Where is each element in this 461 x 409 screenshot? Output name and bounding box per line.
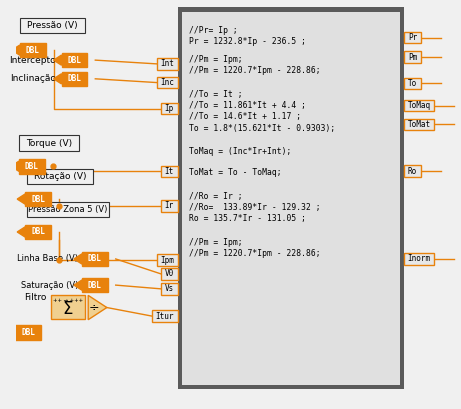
FancyBboxPatch shape (51, 295, 85, 319)
Text: To = 1.8*(15.621*It - 0.9303);: To = 1.8*(15.621*It - 0.9303); (189, 124, 335, 133)
Text: DBL: DBL (88, 254, 102, 263)
FancyBboxPatch shape (161, 166, 178, 177)
Text: Int: Int (160, 59, 174, 68)
Text: DBL: DBL (67, 74, 82, 83)
Text: Linha Base (V): Linha Base (V) (17, 254, 78, 263)
Text: V0: V0 (165, 270, 174, 279)
Text: Ir: Ir (165, 201, 174, 210)
Text: ÷: ÷ (89, 301, 100, 314)
Text: //To = 11.861*It + 4.4 ;: //To = 11.861*It + 4.4 ; (189, 101, 306, 110)
FancyBboxPatch shape (404, 52, 421, 63)
FancyBboxPatch shape (152, 310, 178, 322)
FancyBboxPatch shape (15, 326, 41, 340)
FancyBboxPatch shape (62, 53, 87, 67)
Text: //Pm = 1220.7*Ipm - 228.86;: //Pm = 1220.7*Ipm - 228.86; (189, 66, 320, 75)
FancyBboxPatch shape (157, 254, 178, 266)
Polygon shape (74, 280, 82, 290)
FancyBboxPatch shape (161, 268, 178, 280)
Text: DBL: DBL (67, 56, 82, 65)
Text: ToMaq: ToMaq (408, 101, 431, 110)
Text: //Pm = Ipm;: //Pm = Ipm; (189, 55, 242, 64)
FancyBboxPatch shape (27, 169, 93, 184)
Polygon shape (17, 194, 25, 204)
FancyBboxPatch shape (82, 278, 108, 292)
Polygon shape (74, 254, 82, 264)
Text: DBL: DBL (31, 227, 45, 236)
FancyBboxPatch shape (20, 43, 46, 57)
Text: ToMat: ToMat (408, 120, 431, 129)
Text: //Ro = Ir ;: //Ro = Ir ; (189, 192, 242, 201)
Text: Ro: Ro (408, 166, 417, 175)
FancyBboxPatch shape (27, 202, 109, 217)
Text: Ipm: Ipm (160, 256, 174, 265)
Text: DBL: DBL (31, 195, 45, 204)
FancyBboxPatch shape (25, 225, 51, 239)
Polygon shape (17, 227, 25, 237)
FancyBboxPatch shape (178, 7, 404, 389)
Text: //To = 14.6*It + 1.17 ;: //To = 14.6*It + 1.17 ; (189, 112, 301, 121)
Polygon shape (53, 55, 62, 65)
Text: ToMaq = (Inc*Ir+Int);: ToMaq = (Inc*Ir+Int); (189, 147, 291, 156)
Text: It: It (165, 167, 174, 176)
FancyBboxPatch shape (20, 18, 85, 34)
FancyBboxPatch shape (404, 253, 434, 265)
FancyBboxPatch shape (404, 119, 434, 130)
Text: Rotação (V): Rotação (V) (34, 172, 86, 181)
FancyBboxPatch shape (404, 100, 434, 111)
Text: Vs: Vs (165, 284, 174, 293)
FancyBboxPatch shape (82, 252, 108, 266)
FancyBboxPatch shape (62, 72, 87, 86)
FancyBboxPatch shape (404, 78, 421, 89)
FancyBboxPatch shape (404, 32, 421, 43)
Text: Inc: Inc (160, 78, 174, 87)
Text: Ro = 135.7*Ir - 131.05 ;: Ro = 135.7*Ir - 131.05 ; (189, 214, 306, 223)
Text: //To = It ;: //To = It ; (189, 90, 242, 99)
Text: Saturação (V): Saturação (V) (21, 281, 78, 290)
Text: Filtro: Filtro (24, 293, 46, 302)
Text: DBL: DBL (25, 162, 39, 171)
Text: Σ: Σ (63, 300, 73, 318)
Text: Intercepto: Intercepto (9, 56, 56, 65)
Polygon shape (11, 161, 19, 171)
Text: Pr: Pr (408, 33, 417, 42)
FancyBboxPatch shape (19, 159, 45, 173)
Text: Pressão Zona 5 (V): Pressão Zona 5 (V) (28, 205, 108, 214)
Text: Pressão (V): Pressão (V) (27, 21, 78, 30)
FancyBboxPatch shape (161, 200, 178, 211)
Text: Pr = 1232.8*Ip - 236.5 ;: Pr = 1232.8*Ip - 236.5 ; (189, 37, 306, 46)
FancyBboxPatch shape (161, 103, 178, 115)
Text: //Pm = Ipm;: //Pm = Ipm; (189, 238, 242, 247)
Text: ++ → +++: ++ → +++ (53, 298, 83, 303)
Text: //Ro=  133.89*Ir - 129.32 ;: //Ro= 133.89*Ir - 129.32 ; (189, 203, 320, 212)
Polygon shape (7, 328, 15, 338)
Polygon shape (53, 74, 62, 84)
Text: DBL: DBL (88, 281, 102, 290)
FancyBboxPatch shape (157, 58, 178, 70)
Polygon shape (12, 45, 20, 55)
Text: Itur: Itur (156, 312, 174, 321)
Polygon shape (88, 295, 107, 320)
Text: DBL: DBL (26, 46, 40, 55)
FancyBboxPatch shape (19, 135, 79, 151)
FancyBboxPatch shape (157, 77, 178, 88)
Text: //Pm = 1220.7*Ipm - 228.86;: //Pm = 1220.7*Ipm - 228.86; (189, 249, 320, 258)
Text: DBL: DBL (21, 328, 35, 337)
Text: Ip: Ip (165, 104, 174, 113)
Text: Torque (V): Torque (V) (26, 139, 72, 148)
Text: Inclinação: Inclinação (10, 74, 56, 83)
FancyBboxPatch shape (161, 283, 178, 294)
Text: To: To (408, 79, 417, 88)
Text: ToMat = To - ToMaq;: ToMat = To - ToMaq; (189, 169, 281, 178)
Text: Inorm: Inorm (408, 254, 431, 263)
Text: //Pr= Ip ;: //Pr= Ip ; (189, 26, 237, 35)
FancyBboxPatch shape (182, 11, 400, 385)
FancyBboxPatch shape (25, 192, 51, 207)
FancyBboxPatch shape (404, 165, 421, 177)
Text: Pm: Pm (408, 53, 417, 62)
